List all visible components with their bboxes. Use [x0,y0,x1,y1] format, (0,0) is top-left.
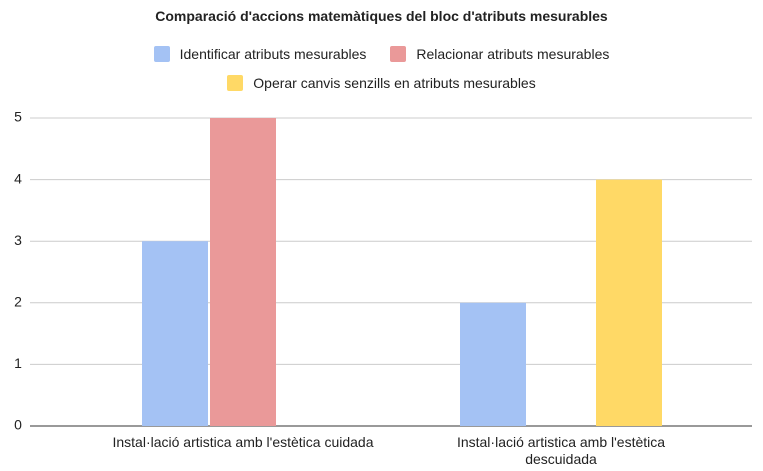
legend-label: Relacionar atributs mesurables [416,46,610,62]
legend-swatch [227,75,244,91]
chart-title: Comparació d'accions matemàtiques del bl… [155,8,608,24]
legend-label: Identificar atributs mesurables [179,46,367,62]
legend-label: Operar canvis senzills en atributs mesur… [253,75,536,91]
y-tick-label: 5 [14,109,22,125]
y-tick-label: 1 [14,355,22,371]
legend: Identificar atributs mesurables Relaciona… [100,44,663,93]
y-tick-label: 3 [14,232,22,248]
legend-item: Relacionar atributs mesurables [390,44,609,64]
x-tick-label: Instal·lació artistica amb l'estètica cu… [112,434,374,450]
y-tick-label: 4 [14,170,22,186]
x-tick-label: Instal·lació artistica amb l'estètica de… [456,434,666,467]
bar [596,179,662,426]
legend-swatch [153,46,170,62]
y-tick-label: 0 [14,417,22,433]
y-tick-label: 2 [14,294,22,310]
legend-swatch [390,46,407,62]
bar [210,118,276,426]
bar [142,241,208,426]
legend-item: Identificar atributs mesurables [153,44,367,64]
legend-item: Operar canvis senzills en atributs mesur… [227,73,536,93]
bar [460,302,526,426]
